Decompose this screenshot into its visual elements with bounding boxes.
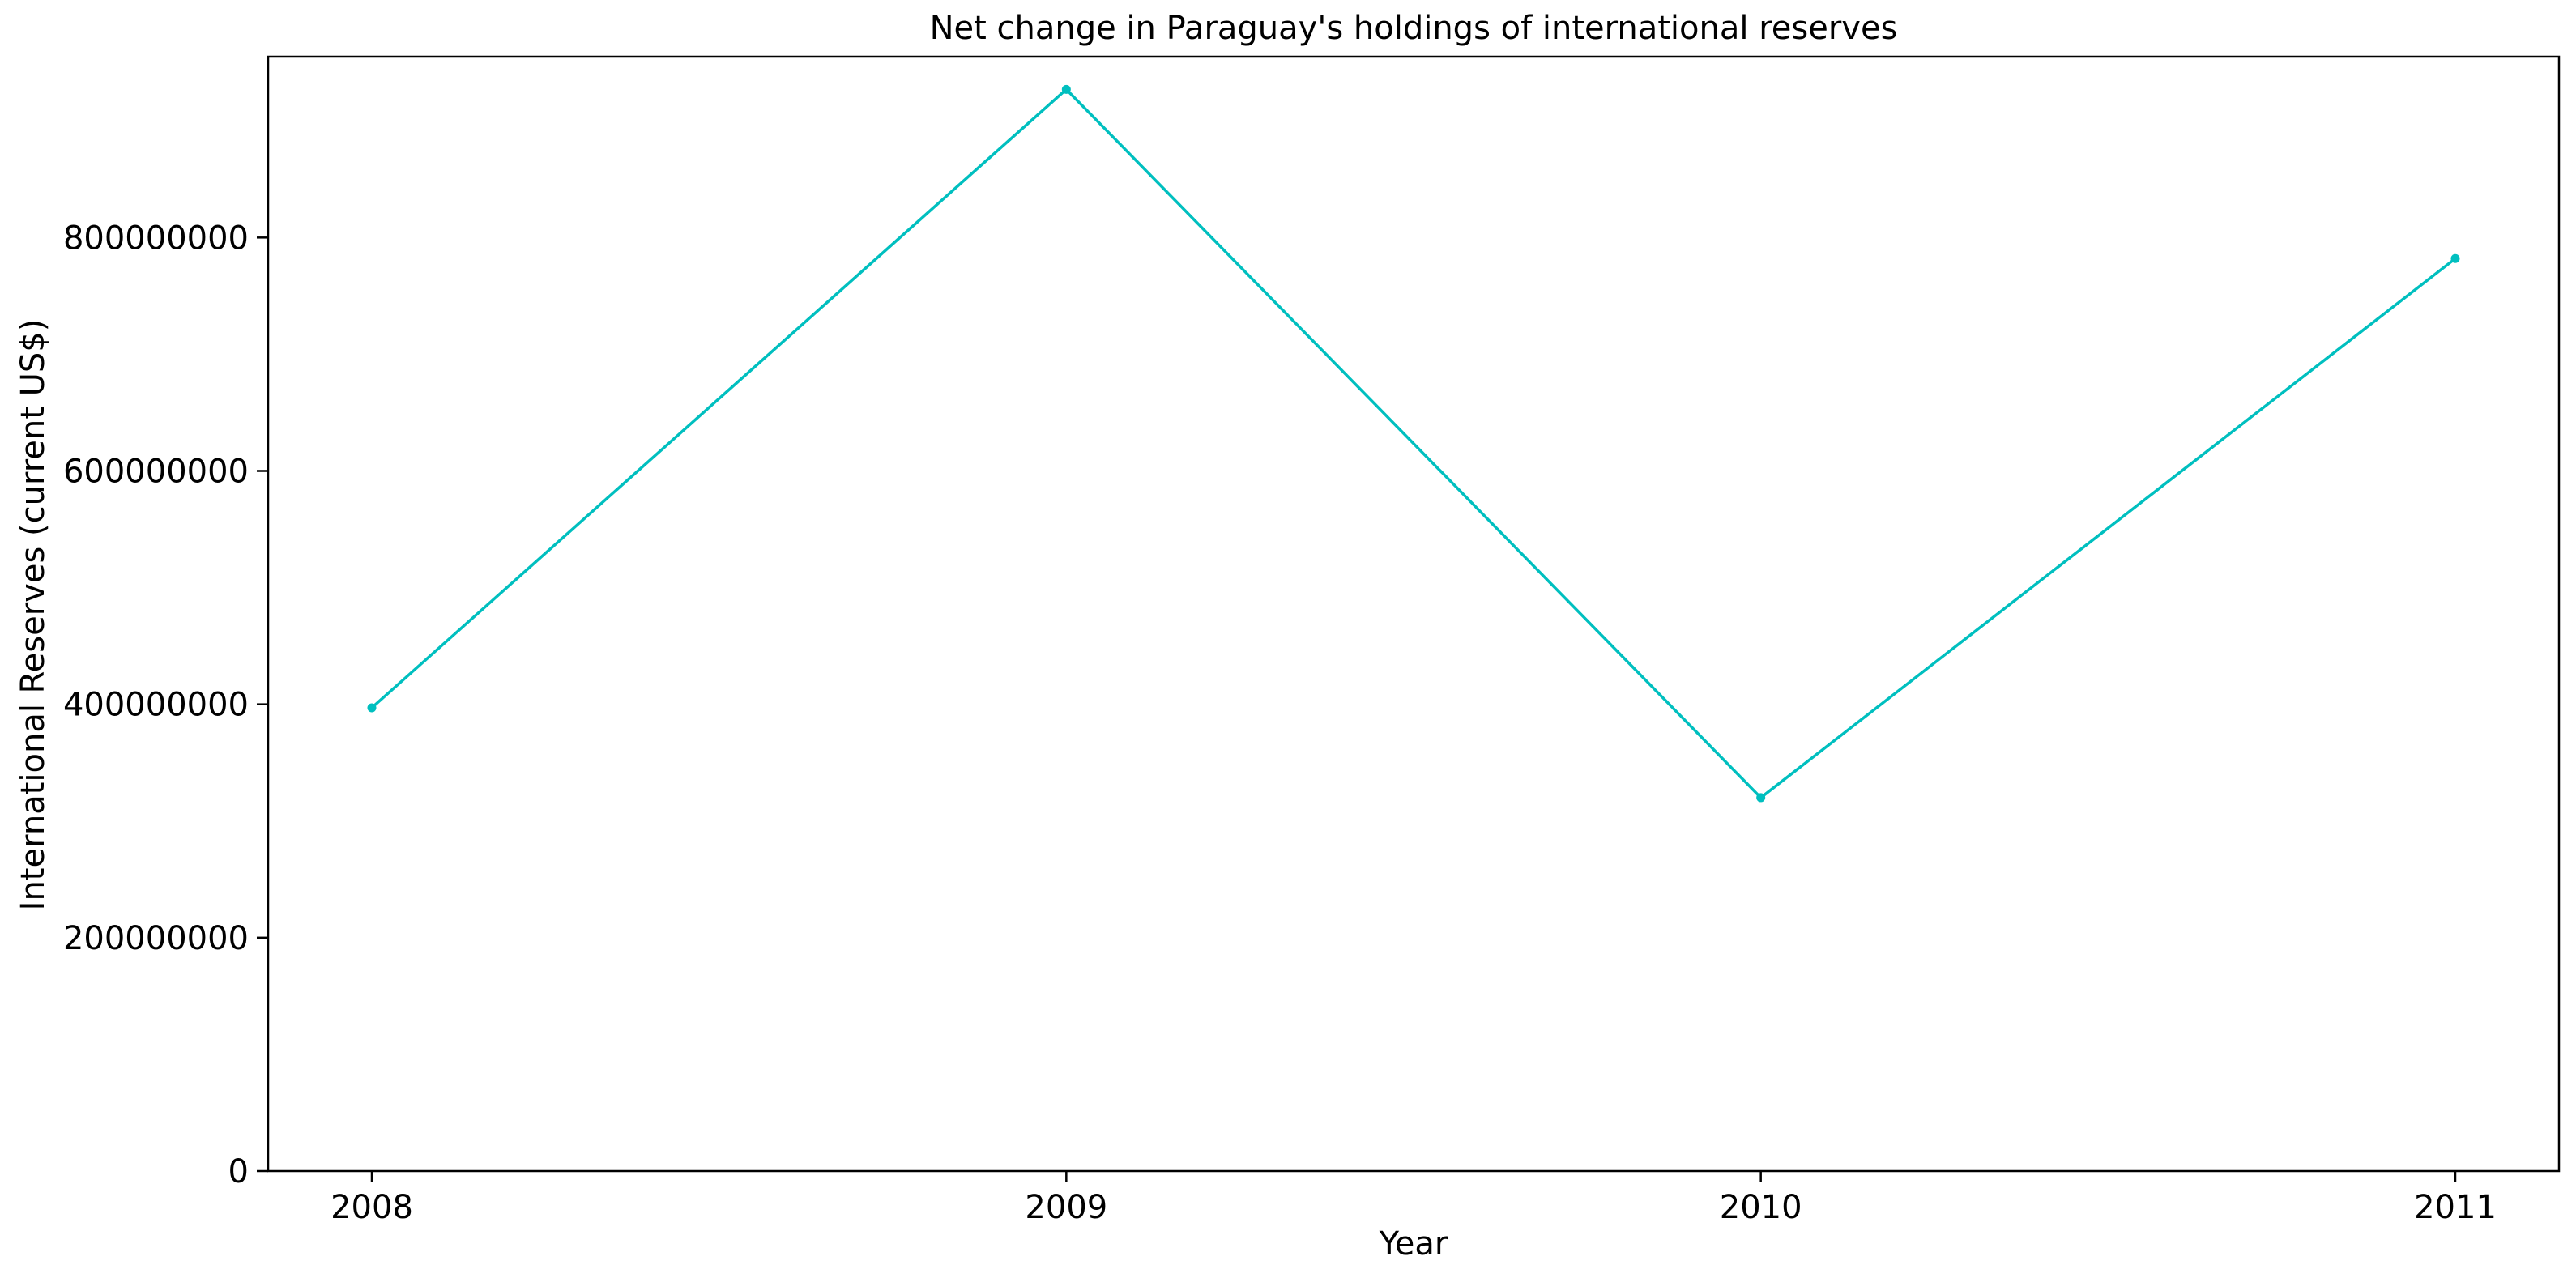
x-tick-label: 2011 [2414,1189,2497,1226]
series-line [370,87,2457,799]
y-tick-label: 400000000 [63,687,249,724]
x-tick-label: 2010 [1720,1189,1802,1226]
data-point [1061,84,1071,94]
y-tick-label: 200000000 [63,920,249,957]
y-tick-label: 0 [228,1153,249,1190]
x-axis-ticks: 2008 2009 2010 2011 [331,1171,2497,1226]
data-point [2450,253,2460,263]
series-layer [367,84,2460,803]
chart-title: Net change in Paraguay's holdings of int… [930,10,1898,47]
y-axis-label: International Reserves (current US$) [15,319,52,911]
plot-area-frame [267,55,2561,1173]
y-axis-ticks: 0 200000000 400000000 600000000 800000000 [63,219,268,1190]
data-point [1756,793,1766,803]
x-tick-label: 2009 [1025,1189,1107,1226]
data-point [367,703,377,713]
y-tick-label: 800000000 [63,219,249,257]
y-tick-label: 600000000 [63,453,249,490]
x-tick-label: 2008 [331,1189,413,1226]
x-axis-label: Year [1379,1225,1448,1263]
